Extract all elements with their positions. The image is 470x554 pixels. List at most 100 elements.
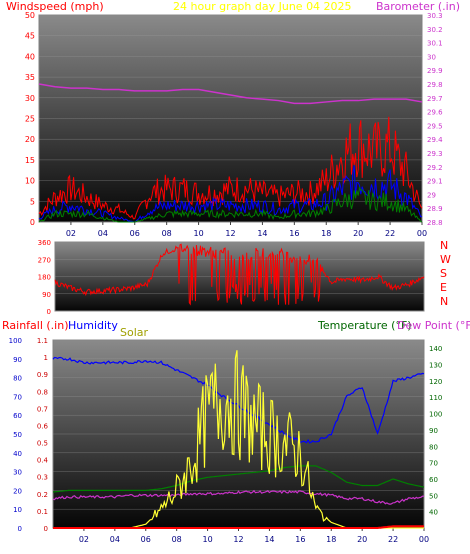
climate-x-ticks: 02 04 06 08 10 12 14 16 18 20 22 00 <box>79 528 429 544</box>
y-tick-label: 180 <box>38 274 51 282</box>
rain-tick-label: 0.8 <box>37 388 48 396</box>
y-tick-label: 40 <box>25 52 35 61</box>
x-tick-label: 22 <box>385 229 395 238</box>
percent-tick-label: 60 <box>13 412 22 420</box>
direction-series <box>54 243 425 306</box>
x-tick-label: 06 <box>130 229 140 238</box>
y2-tick-label: 29.5 <box>427 122 443 130</box>
legend-temperature: Temperature (°F) <box>317 319 412 332</box>
y2-tick-label: 29.4 <box>427 136 443 144</box>
climate-grid <box>53 339 424 529</box>
y-tick-label: 25 <box>25 115 35 124</box>
y-tick-label: 10 <box>25 177 35 186</box>
x-tick-label: 20 <box>353 229 363 238</box>
y2-tick-label: 29 <box>427 191 436 199</box>
x-tick-label: 12 <box>233 535 243 544</box>
percent-tick-label: 70 <box>13 393 22 401</box>
temperature-y-ticks: 40 50 60 70 80 90 100 110 120 130 140 <box>429 345 442 516</box>
y-tick-label: 270 <box>38 256 51 264</box>
x-tick-label: 00 <box>419 535 429 544</box>
x-tick-label: 10 <box>202 535 212 544</box>
legend-solar: Solar <box>120 326 149 339</box>
rain-tick-label: 0.3 <box>37 474 48 482</box>
temperature-tick-label: 40 <box>429 509 438 517</box>
windspeed-x-ticks: 02 04 06 08 10 12 14 16 18 20 22 00 <box>66 222 427 238</box>
compass-label: S <box>440 267 447 280</box>
temperature-tick-label: 90 <box>429 427 438 435</box>
direction-line <box>54 243 425 306</box>
rain-tick-label: 1.1 <box>37 337 48 345</box>
y-tick-label: 15 <box>25 156 35 165</box>
y2-tick-label: 29.3 <box>427 150 443 158</box>
y-tick-label: 35 <box>25 73 35 82</box>
temperature-tick-label: 70 <box>429 460 438 468</box>
legend-rainfall: Rainfall (.in) <box>2 319 69 332</box>
percent-tick-label: 90 <box>13 356 22 364</box>
y2-tick-label: 29.9 <box>427 67 443 75</box>
windspeed-y-ticks: 0 5 10 15 20 25 30 35 40 45 50 <box>25 11 35 227</box>
gust-line <box>38 116 423 220</box>
x-tick-label: 00 <box>417 229 427 238</box>
rain-tick-label: 0.4 <box>37 457 49 465</box>
x-tick-label: 18 <box>326 535 336 544</box>
compass-label: N <box>440 239 448 252</box>
x-tick-label: 14 <box>257 229 267 238</box>
percent-tick-label: 80 <box>13 375 22 383</box>
compass-label: E <box>440 281 447 294</box>
rain-tick-label: 1 <box>44 354 48 362</box>
x-tick-label: 10 <box>193 229 203 238</box>
y2-tick-label: 30.2 <box>427 26 443 34</box>
x-tick-label: 16 <box>295 535 305 544</box>
y2-tick-label: 30.3 <box>427 12 443 20</box>
rain-tick-label: 0.7 <box>37 405 48 413</box>
x-tick-label: 04 <box>98 229 108 238</box>
climate-series <box>52 350 425 529</box>
rain-tick-label: 0 <box>44 525 48 533</box>
direction-y-ticks: 0 90 180 270 360 <box>38 239 51 316</box>
humidity-line <box>52 356 425 444</box>
y-tick-label: 0 <box>47 308 51 316</box>
y2-tick-label: 29.2 <box>427 164 443 172</box>
temperature-tick-label: 80 <box>429 443 438 451</box>
temperature-tick-label: 110 <box>429 394 442 402</box>
compass-label: W <box>440 253 451 266</box>
compass-label: N <box>440 295 448 308</box>
temperature-tick-label: 60 <box>429 476 438 484</box>
x-tick-label: 22 <box>388 535 398 544</box>
percent-tick-label: 100 <box>9 337 22 345</box>
low-line <box>38 186 423 223</box>
y-tick-label: 360 <box>38 239 51 247</box>
y2-tick-label: 28.9 <box>427 205 443 213</box>
barometer-y-ticks: 28.8 28.9 29 29.1 29.2 29.3 29.4 29.5 29.6 29.7 29… <box>427 12 443 227</box>
temperature-tick-label: 120 <box>429 378 442 386</box>
barometer-title: Barometer (.in) <box>376 0 460 13</box>
x-tick-label: 20 <box>357 535 367 544</box>
y2-tick-label: 29.1 <box>427 178 443 186</box>
temperature-tick-label: 140 <box>429 345 442 353</box>
percent-tick-label: 40 <box>13 450 22 458</box>
rainfall-line <box>53 525 424 529</box>
barometer-line <box>38 83 423 105</box>
y2-tick-label: 29.8 <box>427 81 443 89</box>
rain-y-ticks: 0 0.1 0.2 0.3 0.4 0.5 0.6 0.7 0.8 0.9 1 1.1 <box>37 337 49 533</box>
graph-date-title: 24 hour graph day June 04 2025 <box>173 0 352 13</box>
dewpoint-line <box>52 489 425 505</box>
y2-tick-label: 30.1 <box>427 40 443 48</box>
y-tick-label: 20 <box>25 135 35 144</box>
x-tick-label: 18 <box>321 229 331 238</box>
y-tick-label: 0 <box>30 218 35 227</box>
legend-dewpoint: Dew Point (°F) <box>397 319 470 332</box>
x-tick-label: 12 <box>225 229 235 238</box>
temperature-tick-label: 50 <box>429 492 438 500</box>
rain-tick-label: 0.5 <box>37 440 48 448</box>
percent-y-ticks: 0 10 20 30 40 50 60 70 80 90 100 <box>9 337 22 533</box>
temperature-tick-label: 100 <box>429 411 442 419</box>
percent-tick-label: 20 <box>13 487 22 495</box>
x-tick-label: 02 <box>66 229 76 238</box>
x-tick-label: 02 <box>79 535 89 544</box>
percent-tick-label: 10 <box>13 506 22 514</box>
legend-humidity: Humidity <box>68 319 118 332</box>
